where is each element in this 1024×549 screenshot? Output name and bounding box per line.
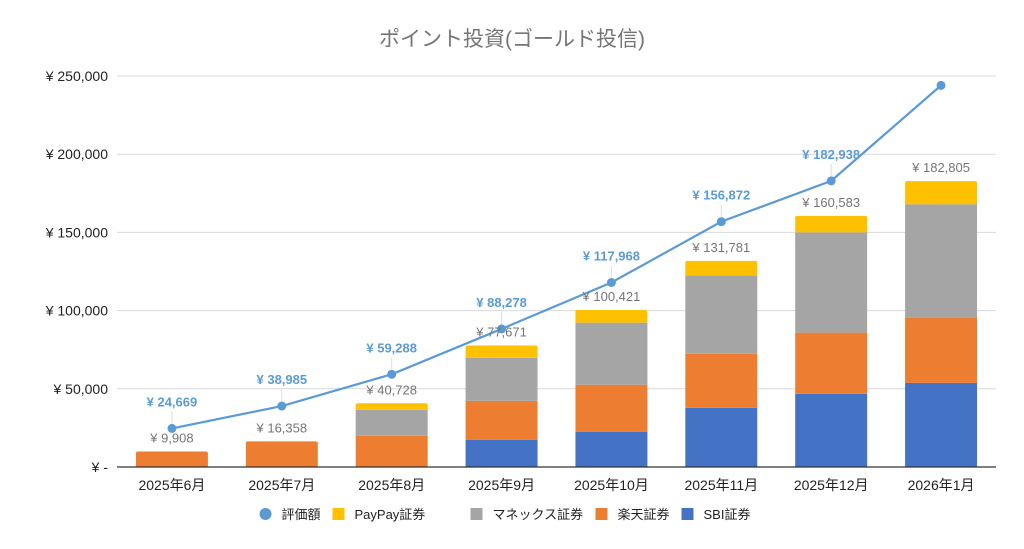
bar-total-label: ¥ 9,908 (149, 431, 193, 446)
legend-marker-square (470, 508, 483, 520)
bars (135, 181, 978, 467)
legend-marker-circle (259, 508, 272, 520)
bar-segment-SBI証券 (465, 439, 538, 467)
line-data-label: ¥ 24,669 (147, 394, 198, 409)
legend: 評価額 PayPay証券 マネックス証券 楽天証券 SBI証券 (259, 507, 751, 522)
legend-label: PayPay証券 (355, 507, 426, 522)
bar-segment-PayPay証券 (465, 345, 538, 358)
legend-label: 楽天証券 (618, 507, 670, 522)
y-tick-label: ¥ - (91, 459, 109, 475)
bar-total-label: ¥ 160,583 (801, 195, 860, 210)
bar-total-label: ¥ 16,358 (256, 420, 308, 435)
valuation-point (167, 423, 177, 433)
bar-segment-SBI証券 (575, 431, 648, 467)
bar-segment-楽天証券 (135, 451, 208, 467)
legend-marker-square (332, 508, 345, 520)
y-tick-label: ¥ 200,000 (45, 146, 108, 162)
bar-segment-SBI証券 (905, 382, 978, 467)
legend-marker-square (595, 508, 608, 520)
bar-segment-楽天証券 (905, 317, 978, 383)
bar-segment-SBI証券 (795, 393, 868, 467)
x-tick-label: 2025年6月 (138, 477, 205, 493)
legend-item-SBI証券: SBI証券 (681, 507, 751, 522)
x-tick-label: 2025年12月 (794, 477, 869, 493)
bar-segment-PayPay証券 (685, 260, 758, 276)
x-tick-label: 2025年9月 (468, 477, 535, 493)
line-data-label: ¥ 38,985 (257, 372, 308, 387)
bar-segment-楽天証券 (245, 441, 318, 467)
legend-label: 評価額 (282, 507, 321, 522)
bar-total-label: ¥ 40,728 (365, 382, 417, 397)
bar-segment-楽天証券 (355, 435, 428, 467)
valuation-point (387, 369, 397, 379)
legend-item-評価額: 評価額 (259, 507, 321, 522)
bar-segment-楽天証券 (795, 332, 868, 394)
bar-segment-楽天証券 (575, 384, 648, 432)
valuation-point (497, 324, 507, 334)
bar-segment-マネックス証券 (355, 409, 428, 436)
bar-segment-マネックス証券 (685, 275, 758, 354)
y-tick-label: ¥ 100,000 (45, 303, 108, 319)
bar-total-label: ¥ 131,781 (691, 240, 750, 255)
bar-segment-マネックス証券 (795, 232, 868, 333)
bar-segment-楽天証券 (465, 400, 538, 440)
bar-segment-マネックス証券 (465, 357, 538, 401)
line-data-label: ¥ 156,872 (692, 188, 750, 203)
x-tick-label: 2026年1月 (908, 477, 975, 493)
bar-segment-PayPay証券 (575, 309, 648, 323)
line-data-label: ¥ 59,288 (366, 340, 417, 355)
x-tick-label: 2025年11月 (684, 477, 758, 493)
x-tick-label: 2025年10月 (574, 477, 649, 493)
y-tick-label: ¥ 150,000 (45, 224, 108, 240)
legend-item-マネックス証券: マネックス証券 (470, 507, 584, 522)
chart-title: ポイント投資(ゴールド投信) (379, 28, 645, 51)
valuation-line (167, 80, 946, 433)
legend-item-PayPay証券: PayPay証券 (332, 507, 426, 522)
bar-segment-マネックス証券 (905, 204, 978, 318)
bar-total-label: ¥ 77,671 (475, 325, 527, 340)
legend-label: SBI証券 (704, 507, 751, 522)
x-axis: 2025年6月 2025年7月 2025年8月 2025年9月 2025年10月 2025… (138, 477, 974, 493)
data-labels: ¥ 24,669 ¥ 38,985 ¥ 59,288 ¥ 88,278 ¥ 117,96… (147, 147, 970, 446)
legend-label: マネックス証券 (493, 507, 584, 522)
y-tick-label: ¥ 50,000 (53, 381, 109, 397)
line-data-label: ¥ 117,968 (583, 248, 640, 263)
y-axis: ¥ - ¥ 50,000 ¥ 100,000 ¥ 150,000 ¥ 200,000 ¥ … (45, 68, 109, 475)
legend-marker-square (681, 508, 694, 520)
valuation-point (277, 401, 287, 411)
bar-segment-PayPay証券 (795, 215, 868, 233)
valuation-line-path (171, 84, 942, 430)
bar-segment-PayPay証券 (905, 181, 978, 205)
valuation-point (826, 176, 836, 186)
valuation-point (936, 80, 946, 90)
bar-segment-楽天証券 (685, 353, 758, 408)
valuation-point (716, 217, 726, 227)
valuation-point (606, 277, 616, 287)
bar-total-label: ¥ 182,805 (911, 160, 970, 175)
bar-segment-マネックス証券 (575, 322, 648, 385)
line-data-label: ¥ 88,278 (476, 295, 527, 310)
y-tick-label: ¥ 250,000 (45, 68, 108, 84)
x-tick-label: 2025年7月 (248, 477, 315, 493)
bar-segment-PayPay証券 (355, 403, 428, 410)
x-tick-label: 2025年8月 (358, 477, 425, 493)
bar-segment-SBI証券 (685, 407, 758, 467)
bar-total-label: ¥ 100,421 (582, 289, 641, 304)
line-data-label: ¥ 182,938 (802, 147, 860, 162)
legend-item-楽天証券: 楽天証券 (595, 507, 670, 522)
